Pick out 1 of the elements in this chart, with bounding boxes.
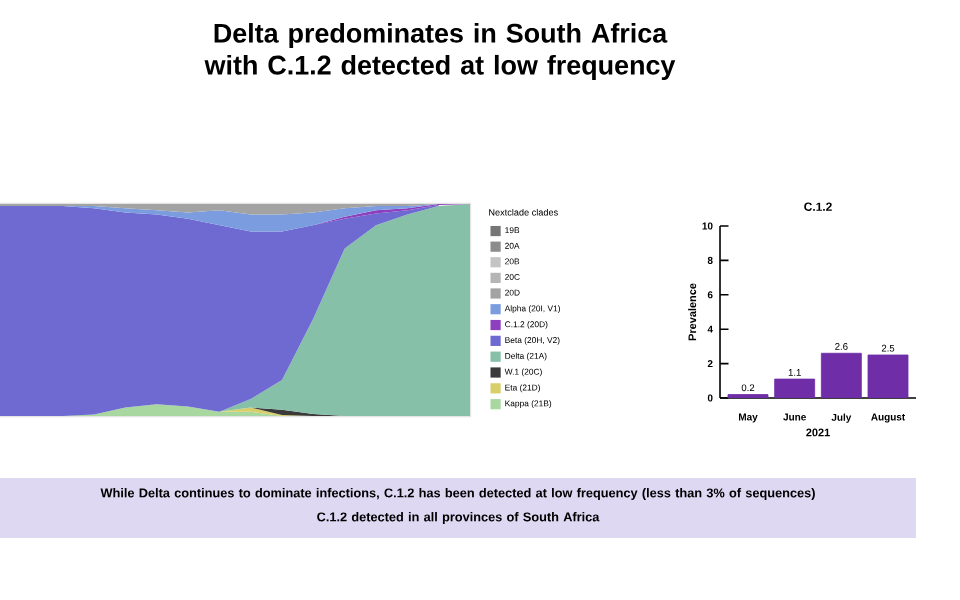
chart-title: Delta predominates in South Africa with C.1.2 detected at low frequency	[204, 23, 676, 80]
